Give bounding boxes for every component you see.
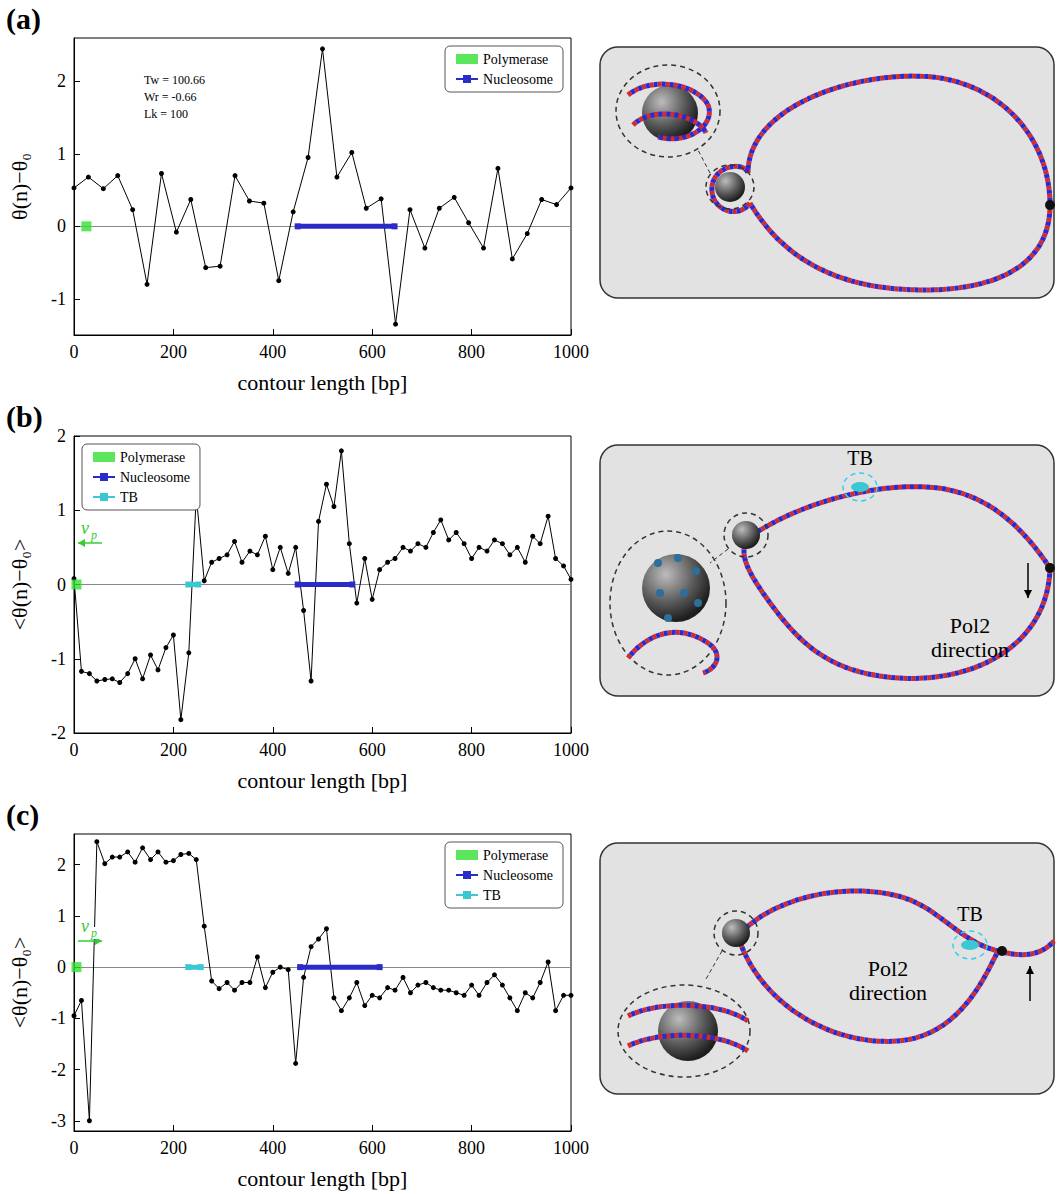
svg-text:direction: direction — [849, 980, 927, 1005]
svg-text:-1: -1 — [51, 289, 66, 309]
svg-text:2: 2 — [57, 71, 66, 91]
svg-text:800: 800 — [458, 1138, 485, 1158]
svg-text:<θ(n)−θ₀>: <θ(n)−θ₀> — [7, 539, 32, 631]
svg-text:2: 2 — [57, 855, 66, 875]
html-text:(c): (c) — [6, 798, 40, 831]
svg-text:200: 200 — [160, 342, 187, 362]
svg-text:Polymerase: Polymerase — [120, 450, 185, 465]
svg-text:-2: -2 — [51, 1060, 66, 1080]
svg-text:contour length [bp]: contour length [bp] — [238, 370, 408, 395]
svg-text:600: 600 — [359, 740, 386, 760]
svg-text:1000: 1000 — [553, 342, 589, 362]
svg-text:400: 400 — [259, 1138, 286, 1158]
svg-text:direction: direction — [931, 637, 1009, 662]
svg-text:Lk = 100: Lk = 100 — [144, 107, 188, 121]
svg-text:TB: TB — [120, 490, 138, 505]
svg-text:Nucleosome: Nucleosome — [120, 470, 190, 485]
svg-text:θ(n)−θ₀: θ(n)−θ₀ — [7, 153, 32, 220]
svg-text:400: 400 — [259, 342, 286, 362]
svg-text:Polymerase: Polymerase — [483, 52, 548, 67]
svg-text:-3: -3 — [51, 1111, 66, 1131]
svg-text:Pol2: Pol2 — [950, 613, 990, 638]
svg-text:200: 200 — [160, 740, 187, 760]
svg-text:600: 600 — [359, 1138, 386, 1158]
svg-text:0: 0 — [70, 1138, 79, 1158]
svg-text:<θ(n)−θ₀>: <θ(n)−θ₀> — [7, 937, 32, 1029]
svg-text:0: 0 — [70, 740, 79, 760]
svg-text:600: 600 — [359, 342, 386, 362]
html-text:(a): (a) — [6, 2, 41, 35]
svg-text:0: 0 — [70, 342, 79, 362]
svg-text:-1: -1 — [51, 1008, 66, 1028]
svg-text:Nucleosome: Nucleosome — [483, 868, 553, 883]
svg-text:Pol2: Pol2 — [868, 956, 908, 981]
svg-text:800: 800 — [458, 740, 485, 760]
svg-text:TB: TB — [483, 888, 501, 903]
svg-text:TB: TB — [847, 447, 873, 469]
svg-text:contour length [bp]: contour length [bp] — [238, 1166, 408, 1191]
svg-text:1000: 1000 — [553, 740, 589, 760]
svg-text:p: p — [90, 528, 97, 542]
svg-text:p: p — [90, 926, 97, 940]
svg-text:0: 0 — [57, 575, 66, 595]
svg-text:800: 800 — [458, 342, 485, 362]
svg-text:TB: TB — [957, 903, 983, 925]
svg-text:Polymerase: Polymerase — [483, 848, 548, 863]
svg-text:1: 1 — [57, 906, 66, 926]
svg-text:Wr = -0.66: Wr = -0.66 — [144, 90, 197, 104]
svg-text:2: 2 — [57, 426, 66, 446]
html-text:(b): (b) — [6, 400, 43, 433]
svg-text:Nucleosome: Nucleosome — [483, 72, 553, 87]
svg-text:0: 0 — [57, 216, 66, 236]
svg-text:Tw = 100.66: Tw = 100.66 — [144, 73, 205, 87]
svg-text:v: v — [81, 518, 89, 538]
svg-text:1: 1 — [57, 144, 66, 164]
svg-text:0: 0 — [57, 957, 66, 977]
svg-text:400: 400 — [259, 740, 286, 760]
svg-text:-2: -2 — [51, 723, 66, 743]
svg-text:-1: -1 — [51, 649, 66, 669]
svg-text:200: 200 — [160, 1138, 187, 1158]
svg-text:1000: 1000 — [553, 1138, 589, 1158]
svg-text:v: v — [81, 916, 89, 936]
svg-text:1: 1 — [57, 500, 66, 520]
svg-text:contour length [bp]: contour length [bp] — [238, 768, 408, 793]
